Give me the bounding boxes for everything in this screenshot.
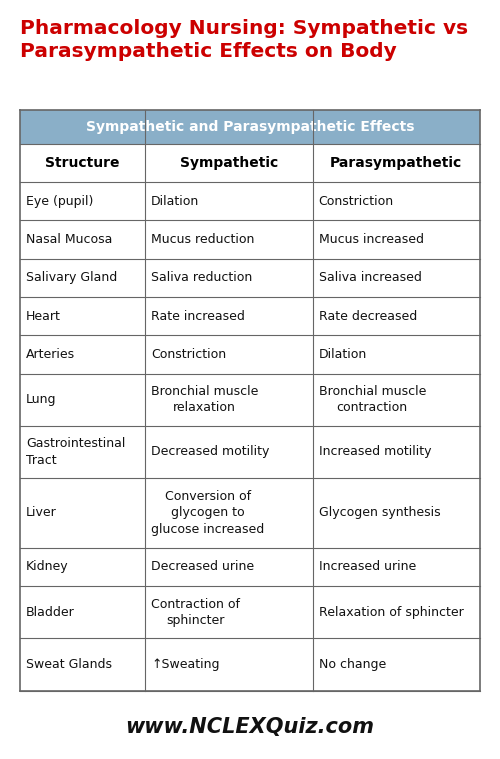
Bar (312, 426, 480, 478)
Bar (312, 548, 480, 586)
Bar (20, 110, 480, 143)
Text: Decreased urine: Decreased urine (151, 560, 254, 574)
Text: Structure: Structure (46, 156, 120, 170)
Text: Contraction of
sphincter: Contraction of sphincter (151, 597, 240, 627)
Bar (312, 259, 480, 297)
Bar (312, 373, 480, 426)
Text: Increased urine: Increased urine (318, 560, 416, 574)
Text: Saliva reduction: Saliva reduction (151, 271, 252, 284)
Text: Sweat Glands: Sweat Glands (26, 658, 112, 671)
Text: Relaxation of sphincter: Relaxation of sphincter (318, 606, 464, 619)
Bar (20, 586, 145, 638)
Text: Increased motility: Increased motility (318, 446, 431, 458)
Bar (20, 220, 145, 259)
Text: Liver: Liver (26, 506, 57, 519)
Bar (20, 182, 145, 220)
Bar (20, 297, 145, 335)
Text: Bladder: Bladder (26, 606, 75, 619)
Bar (312, 220, 480, 259)
Bar (312, 143, 480, 182)
Text: Salivary Gland: Salivary Gland (26, 271, 117, 284)
Text: No change: No change (318, 658, 386, 671)
Text: Dilation: Dilation (318, 348, 367, 361)
Text: Conversion of
glycogen to
glucose increased: Conversion of glycogen to glucose increa… (151, 490, 264, 536)
Bar (145, 548, 312, 586)
Bar (312, 638, 480, 691)
Text: Dilation: Dilation (151, 194, 200, 207)
Bar (312, 586, 480, 638)
Text: Bronchial muscle
contraction: Bronchial muscle contraction (318, 385, 426, 414)
Bar (145, 297, 312, 335)
Text: Gastrointestinal
Tract: Gastrointestinal Tract (26, 437, 126, 467)
Bar (145, 335, 312, 373)
Text: Heart: Heart (26, 310, 61, 323)
Bar (145, 182, 312, 220)
Bar (312, 478, 480, 548)
Text: Parasympathetic Effects on Body: Parasympathetic Effects on Body (20, 42, 397, 61)
Text: Sympathetic: Sympathetic (180, 156, 278, 170)
Text: Saliva increased: Saliva increased (318, 271, 422, 284)
Text: www.NCLEXQuiz.com: www.NCLEXQuiz.com (126, 717, 374, 737)
Text: Nasal Mucosa: Nasal Mucosa (26, 233, 113, 246)
Text: Pharmacology Nursing: Sympathetic vs: Pharmacology Nursing: Sympathetic vs (20, 19, 468, 38)
Text: Glycogen synthesis: Glycogen synthesis (318, 506, 440, 519)
Text: Eye (pupil): Eye (pupil) (26, 194, 94, 207)
Bar (145, 373, 312, 426)
Bar (20, 478, 145, 548)
Bar (20, 143, 145, 182)
Bar (20, 259, 145, 297)
Bar (20, 548, 145, 586)
Text: Rate decreased: Rate decreased (318, 310, 417, 323)
Bar (145, 586, 312, 638)
Bar (145, 220, 312, 259)
Bar (312, 297, 480, 335)
Text: Decreased motility: Decreased motility (151, 446, 270, 458)
Text: Bronchial muscle
relaxation: Bronchial muscle relaxation (151, 385, 258, 414)
Bar (312, 182, 480, 220)
Bar (145, 478, 312, 548)
Text: Lung: Lung (26, 393, 56, 406)
Bar (20, 373, 145, 426)
Bar (312, 335, 480, 373)
Text: Sympathetic and Parasympathetic Effects: Sympathetic and Parasympathetic Effects (86, 120, 414, 134)
Bar (20, 335, 145, 373)
Bar (145, 259, 312, 297)
Bar (145, 143, 312, 182)
Text: Rate increased: Rate increased (151, 310, 245, 323)
Bar (20, 426, 145, 478)
Text: Mucus increased: Mucus increased (318, 233, 424, 246)
Bar (20, 638, 145, 691)
Bar (145, 638, 312, 691)
Text: Constriction: Constriction (318, 194, 394, 207)
Text: ↑Sweating: ↑Sweating (151, 658, 220, 671)
Text: Arteries: Arteries (26, 348, 75, 361)
Text: Mucus reduction: Mucus reduction (151, 233, 254, 246)
Text: Constriction: Constriction (151, 348, 226, 361)
Text: Parasympathetic: Parasympathetic (330, 156, 462, 170)
Bar (145, 426, 312, 478)
Text: Kidney: Kidney (26, 560, 68, 574)
